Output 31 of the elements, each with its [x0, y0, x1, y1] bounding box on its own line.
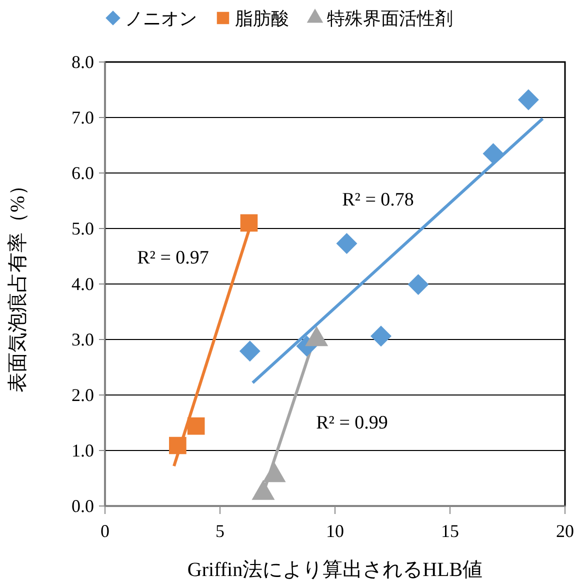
annotation: R² = 0.99: [316, 412, 388, 434]
legend-label: 特殊界面活性剤: [327, 8, 453, 30]
x-tick-label: 15: [441, 520, 459, 541]
y-tick-label: 6.0: [72, 162, 94, 183]
point: [482, 143, 504, 164]
point: [408, 274, 429, 296]
y-tick-label: 0.0: [72, 496, 94, 516]
y-tick-label: 5.0: [72, 218, 94, 238]
x-tick-label: 10: [326, 520, 344, 541]
point: [370, 326, 392, 347]
point: [187, 417, 205, 435]
point: [518, 89, 539, 110]
x-tick-label: 20: [556, 520, 574, 541]
x-tick-label: 0: [100, 520, 110, 541]
x-axis-title: Griffin法により算出されるHLB値: [187, 559, 483, 581]
point: [240, 214, 258, 232]
y-axis-title: 表面気泡痕占有率（%）: [7, 176, 29, 392]
legend-label: 脂肪酸: [235, 8, 289, 30]
annotation: R² = 0.97: [137, 248, 209, 269]
y-tick-label: 3.0: [72, 329, 94, 350]
y-tick-label: 8.0: [72, 52, 94, 72]
legend-label: ノニオン: [125, 8, 197, 30]
annotation: R² = 0.78: [342, 190, 414, 211]
x-tick-label: 5: [216, 520, 224, 541]
point: [169, 436, 186, 454]
y-tick-label: 2.0: [72, 384, 94, 405]
point: [239, 340, 260, 362]
y-tick-label: 4.0: [72, 274, 94, 294]
y-tick-label: 1.0: [72, 440, 94, 460]
y-tick-label: 7.0: [72, 107, 94, 128]
point: [336, 232, 358, 254]
